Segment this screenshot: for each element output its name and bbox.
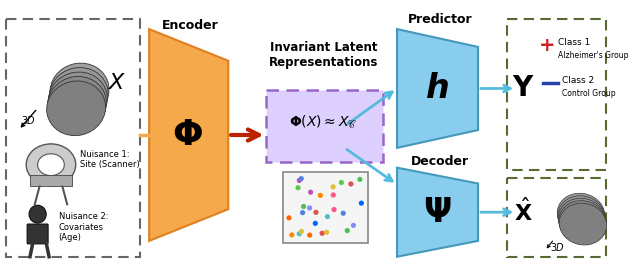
Text: $3D$: $3D$ — [550, 241, 564, 253]
Text: $\hat{\mathbf{X}}$: $\hat{\mathbf{X}}$ — [515, 198, 533, 226]
Text: $\mathbf{Y}$: $\mathbf{Y}$ — [513, 75, 535, 102]
Text: Control Group: Control Group — [562, 89, 616, 98]
Text: $\mathbf{\Phi}(X)\approx X_{\mathscr{C}}$: $\mathbf{\Phi}(X)\approx X_{\mathscr{C}}… — [289, 114, 358, 131]
Text: $3D$: $3D$ — [20, 114, 35, 126]
Ellipse shape — [50, 63, 109, 118]
Text: $\mathbf{+}$: $\mathbf{+}$ — [538, 36, 555, 55]
Point — [298, 204, 308, 208]
Text: Class 1: Class 1 — [558, 38, 590, 47]
Ellipse shape — [26, 144, 76, 185]
Point — [293, 186, 303, 190]
Text: $\mathit{X}$: $\mathit{X}$ — [108, 72, 127, 94]
Ellipse shape — [557, 193, 605, 235]
Point — [305, 233, 315, 237]
Text: $\boldsymbol{\Psi}$: $\boldsymbol{\Psi}$ — [423, 196, 451, 229]
Point — [310, 221, 321, 225]
FancyBboxPatch shape — [6, 19, 140, 257]
FancyBboxPatch shape — [283, 172, 369, 243]
Point — [338, 211, 348, 215]
Point — [336, 180, 346, 185]
Ellipse shape — [49, 72, 108, 127]
Polygon shape — [149, 29, 228, 241]
Text: Predictor: Predictor — [408, 13, 472, 26]
Point — [356, 201, 367, 205]
Text: Nuisance 1:
Site (Scanner): Nuisance 1: Site (Scanner) — [79, 150, 140, 169]
FancyBboxPatch shape — [266, 90, 383, 162]
Text: Encoder: Encoder — [162, 19, 218, 32]
Point — [342, 228, 353, 233]
Point — [296, 229, 307, 233]
Text: Alzheimer's Group: Alzheimer's Group — [558, 51, 628, 60]
Point — [294, 178, 305, 183]
Ellipse shape — [49, 68, 108, 122]
Point — [348, 223, 358, 228]
Ellipse shape — [47, 81, 106, 136]
Ellipse shape — [559, 201, 606, 243]
Point — [346, 182, 356, 186]
Text: Invariant Latent
Representations: Invariant Latent Representations — [269, 41, 378, 69]
Point — [305, 190, 316, 194]
Text: $\mathbf{\Phi}$: $\mathbf{\Phi}$ — [172, 118, 203, 152]
FancyBboxPatch shape — [30, 175, 72, 186]
Point — [311, 210, 321, 214]
Text: Class 2: Class 2 — [562, 76, 594, 85]
Point — [305, 206, 315, 210]
FancyBboxPatch shape — [27, 224, 48, 244]
Polygon shape — [397, 168, 478, 257]
Point — [284, 216, 294, 220]
Point — [298, 211, 308, 215]
Text: Decoder: Decoder — [411, 155, 469, 168]
Circle shape — [29, 205, 46, 223]
Text: $\boldsymbol{h}$: $\boldsymbol{h}$ — [425, 72, 449, 105]
Point — [317, 231, 327, 235]
Point — [321, 230, 332, 234]
Point — [355, 177, 365, 182]
Point — [323, 214, 333, 219]
Point — [294, 232, 305, 236]
FancyBboxPatch shape — [507, 19, 606, 170]
Point — [296, 176, 307, 181]
Ellipse shape — [559, 203, 607, 245]
Ellipse shape — [557, 196, 605, 238]
Polygon shape — [397, 29, 478, 148]
FancyBboxPatch shape — [507, 178, 606, 257]
Ellipse shape — [38, 154, 64, 176]
Ellipse shape — [558, 198, 605, 240]
Point — [328, 185, 338, 189]
Point — [328, 193, 339, 197]
Text: Nuisance 2:
Covariates
(Age): Nuisance 2: Covariates (Age) — [59, 212, 108, 242]
Point — [316, 193, 326, 197]
Point — [329, 207, 339, 212]
Point — [287, 233, 297, 237]
Ellipse shape — [47, 76, 106, 131]
